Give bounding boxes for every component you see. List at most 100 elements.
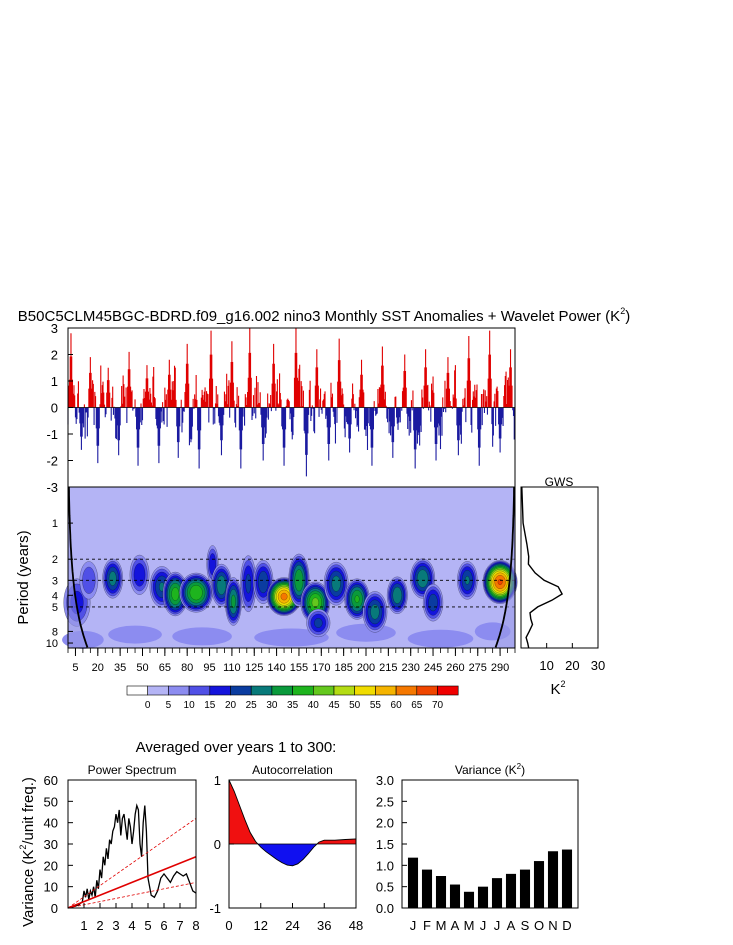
autocorrelation-x-tick-label: 12 — [254, 918, 268, 933]
wavelet-contour — [331, 575, 341, 592]
timeseries-y-tick-label: -1 — [46, 427, 58, 442]
variance-bar — [421, 869, 433, 908]
variance-bar — [505, 873, 517, 908]
variance-bar — [407, 857, 419, 908]
colorbar-box — [126, 685, 149, 696]
colorbar-box — [271, 685, 293, 696]
wavelet-contour — [428, 593, 438, 612]
variance-x-tick-label: N — [548, 918, 557, 933]
colorbar-label: 70 — [432, 700, 444, 711]
variance-y-tick-label: 0.0 — [376, 901, 394, 916]
wavelet-x-tick-label: 95 — [203, 662, 215, 674]
power-spectrum-x-tick-label: 5 — [144, 918, 151, 933]
wavelet-contour — [108, 571, 117, 586]
power-spectrum-y-axis-label: Variance (K2/unit freq.) — [18, 777, 37, 927]
variance-bar — [561, 849, 573, 908]
power-spectrum-x-tick-label: 8 — [192, 918, 199, 933]
variance-y-tick-label: 2.5 — [376, 794, 394, 809]
colorbar-box — [416, 685, 438, 696]
colorbar-box — [188, 685, 211, 696]
autocorrelation-x-tick-label: 36 — [317, 918, 331, 933]
colorbar-box — [292, 685, 314, 696]
wavelet-contour — [258, 570, 269, 594]
gws-x-tick-label: 30 — [591, 658, 605, 673]
variance-x-tick-label: D — [562, 918, 571, 933]
colorbar-label: 20 — [225, 700, 237, 711]
timeseries-y-tick-label: 3 — [51, 321, 58, 336]
wavelet-y-tick-label: 3 — [52, 575, 58, 587]
wavelet-x-tick-label: 65 — [159, 662, 171, 674]
averaged-title: Averaged over years 1 to 300: — [136, 739, 337, 756]
wavelet-x-tick-label: 230 — [402, 662, 420, 674]
autocorrelation-panel: Autocorrelation 1 0 -1 0 12 24 36 48 — [209, 763, 363, 933]
wavelet-x-tick-label: 200 — [357, 662, 375, 674]
wavelet-coi-right — [494, 486, 515, 648]
wavelet-y-tick-label: 1 — [52, 518, 58, 530]
variance-title: Variance (K2) — [455, 762, 525, 777]
variance-y-tick-label: 2.0 — [376, 816, 394, 831]
variance-bar — [533, 861, 545, 908]
power-spectrum-x-tick-label: 3 — [112, 918, 119, 933]
power-spectrum-y-tick-label: 20 — [44, 858, 58, 873]
wavelet-y-tick-label: 5 — [52, 602, 58, 614]
wavelet-contour — [171, 587, 180, 601]
wavelet-x-tick-label: 275 — [469, 662, 487, 674]
power-spectrum-x-tick-label: 4 — [128, 918, 135, 933]
wavelet-y-tick-label: 4 — [52, 590, 58, 602]
wavelet-x-tick-label: 215 — [379, 662, 397, 674]
power-spectrum-y-tick-label: 10 — [44, 880, 58, 895]
wavelet-x-tick-label: 290 — [491, 662, 509, 674]
variance-x-tick-label: O — [534, 918, 544, 933]
wavelet-contour — [314, 617, 323, 628]
power-spectrum-y-tick-label: 40 — [44, 816, 58, 831]
timeseries-positive-bars — [68, 328, 513, 408]
variance-x-tick-label: A — [507, 918, 516, 933]
timeseries-y-tick-label: 0 — [51, 401, 58, 416]
autocorrelation-y-tick-label: 1 — [214, 773, 221, 788]
variance-bar — [491, 878, 503, 908]
timeseries-negative-bars — [67, 407, 515, 477]
colorbar-label: 40 — [308, 700, 320, 711]
power-spectrum-theory — [67, 856, 197, 909]
autocorrelation-y-tick-label: 0 — [214, 837, 221, 852]
wavelet-x-tick-label: 245 — [424, 662, 442, 674]
wavelet-x-tick-label: 185 — [334, 662, 352, 674]
colorbar-box — [395, 685, 418, 696]
gws-title: GWS — [545, 475, 574, 489]
variance-bar — [477, 886, 489, 908]
wavelet-x-tick-label: 50 — [136, 662, 148, 674]
autocorrelation-positive-fill — [229, 780, 258, 844]
gws-frame — [520, 486, 599, 649]
variance-y-tick-label: 0.5 — [376, 880, 394, 895]
colorbar-box — [250, 685, 273, 696]
gws-panel: GWS 10 20 30 K2 — [520, 475, 605, 698]
power-spectrum-x-tick-label: 1 — [80, 918, 87, 933]
colorbar-label: 35 — [287, 700, 299, 711]
variance-x-tick-label: M — [464, 918, 475, 933]
wavelet-coi-left — [68, 486, 89, 648]
power-spectrum-x-tick-label: 7 — [176, 918, 183, 933]
power-spectrum-y-tick-label: 0 — [51, 901, 58, 916]
colorbar-label: 65 — [411, 700, 423, 711]
wavelet-low-contour — [407, 629, 474, 648]
timeseries-y-tick-label: -2 — [46, 454, 58, 469]
colorbar-box — [230, 685, 252, 696]
variance-x-tick-label: S — [521, 918, 530, 933]
colorbar-label: 5 — [166, 700, 172, 711]
colorbar-box — [147, 685, 169, 696]
power-spectrum-y-tick-label: 50 — [44, 794, 58, 809]
variance-y-tick-label: 1.5 — [376, 837, 394, 852]
autocorrelation-y-tick-label: -1 — [209, 901, 221, 916]
wavelet-contour — [189, 585, 203, 601]
power-spectrum-lower-bound — [67, 882, 197, 909]
power-spectrum-upper-bound — [67, 818, 197, 909]
variance-x-tick-label: F — [423, 918, 431, 933]
wavelet-x-tick-label: 20 — [92, 662, 104, 674]
power-spectrum-panel: Power Spectrum 0 10 20 30 40 50 60 1 2 3 4 5 6 7 8 Varia… — [18, 763, 200, 933]
wavelet-y-tick-label: 2 — [52, 554, 58, 566]
power-spectrum-line — [69, 803, 197, 909]
autocorrelation-x-tick-label: 0 — [225, 918, 232, 933]
